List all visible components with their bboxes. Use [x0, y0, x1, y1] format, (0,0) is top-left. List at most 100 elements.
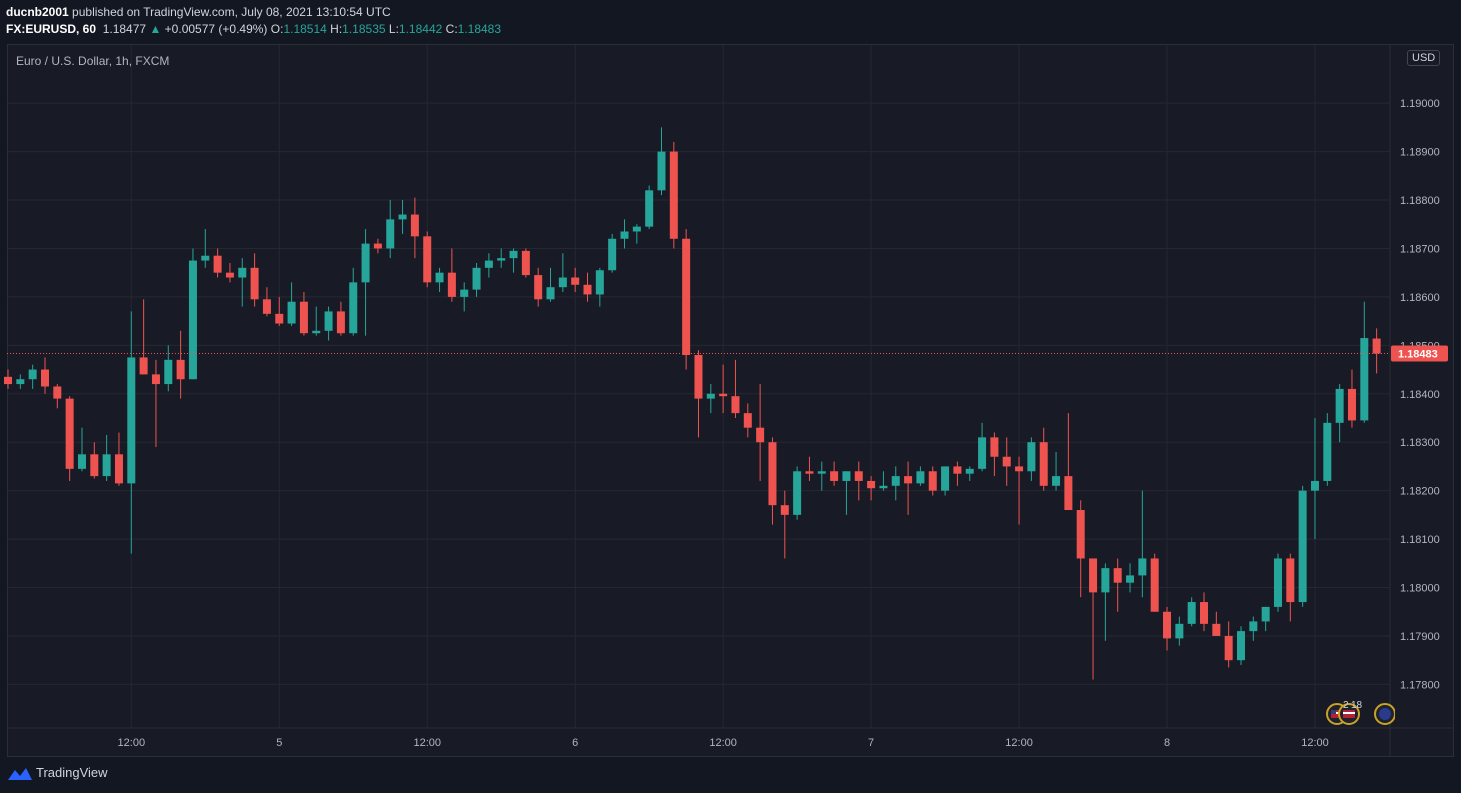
candle — [65, 396, 74, 481]
candle — [324, 306, 333, 341]
candle-body — [16, 379, 25, 385]
candle — [891, 466, 900, 501]
candle-body — [706, 393, 715, 399]
tradingview-logo-icon — [8, 767, 32, 780]
candle — [941, 466, 950, 496]
economic-events[interactable]: 2 18 — [1325, 700, 1396, 729]
candle — [127, 311, 136, 554]
candle — [879, 471, 888, 491]
candle — [4, 369, 12, 389]
candle-body — [90, 454, 99, 477]
tradingview-brand[interactable]: TradingView — [8, 765, 108, 780]
candle — [1323, 413, 1332, 486]
candle-body — [40, 369, 49, 387]
candle-body — [176, 359, 185, 380]
currency-button[interactable]: USD — [1407, 50, 1441, 66]
candle-body — [250, 267, 259, 300]
candle-body — [1089, 558, 1098, 593]
x-tick-label: 12:00 — [1301, 737, 1329, 749]
candle-body — [978, 437, 987, 469]
open-label: O: — [270, 22, 284, 36]
candle-body — [201, 255, 210, 261]
candle — [965, 466, 974, 481]
candle-body — [1052, 476, 1061, 486]
price-change: +0.00577 (+0.49%) — [164, 22, 268, 36]
candle-body — [1360, 338, 1369, 421]
candle — [842, 471, 851, 515]
chart-pane[interactable] — [7, 44, 1454, 757]
high-label: H: — [330, 22, 343, 36]
candle — [386, 200, 395, 259]
candle — [719, 364, 728, 414]
candle-body — [509, 250, 518, 259]
y-tick-label: 1.18100 — [1400, 534, 1440, 546]
candle-body — [373, 243, 382, 249]
candle — [262, 287, 271, 317]
candle-body — [731, 396, 740, 414]
candle-body — [275, 313, 284, 324]
candle-body — [213, 255, 222, 273]
candle-body — [324, 311, 333, 331]
candle-body — [669, 151, 678, 239]
candle-body — [632, 226, 641, 232]
y-tick-label: 1.17800 — [1400, 679, 1440, 691]
candle-body — [435, 272, 444, 283]
candle-body — [1150, 558, 1159, 612]
candle — [188, 248, 197, 380]
candle — [854, 461, 863, 501]
y-tick-label: 1.18700 — [1400, 243, 1440, 255]
candle-body — [1335, 388, 1344, 423]
candle — [472, 262, 481, 297]
candle-body — [657, 151, 666, 191]
candle-body — [460, 289, 469, 297]
candle — [1150, 553, 1159, 612]
candle — [275, 296, 284, 326]
candle — [250, 253, 259, 307]
candle-body — [447, 272, 456, 297]
symbol: FX:EURUSD, 60 — [6, 22, 97, 36]
candle — [731, 359, 740, 418]
candle-body — [102, 454, 111, 477]
candle-body — [349, 282, 358, 334]
candle-body — [1212, 623, 1221, 636]
candle-body — [164, 359, 173, 385]
candle — [1298, 485, 1307, 607]
x-tick-label: 8 — [1164, 737, 1170, 749]
candle — [299, 292, 308, 336]
chart-legend[interactable]: Euro / U.S. Dollar, 1h, FXCM — [16, 54, 170, 68]
candle — [28, 364, 37, 389]
x-tick-label: 7 — [868, 737, 874, 749]
published-text: published on TradingView.com, July 08, 2… — [72, 5, 391, 19]
candle-body — [743, 413, 752, 428]
y-tick-label: 1.18800 — [1400, 195, 1440, 207]
candle — [694, 350, 703, 438]
candle-body — [1273, 558, 1282, 607]
candle-body — [410, 214, 419, 237]
candle — [768, 437, 777, 525]
candle — [928, 466, 937, 496]
candle — [793, 466, 802, 520]
candle — [953, 461, 962, 486]
candle-body — [1015, 466, 1024, 472]
candle — [657, 127, 666, 196]
candle — [361, 229, 370, 336]
close-label: C: — [445, 22, 458, 36]
candle-body — [225, 272, 234, 278]
candle-body — [127, 357, 136, 484]
candle-body — [768, 442, 777, 506]
x-tick-label: 12:00 — [118, 737, 146, 749]
candle-body — [1310, 480, 1319, 491]
candle-body — [830, 471, 839, 481]
candle — [608, 233, 617, 273]
candle-body — [139, 357, 148, 375]
candle — [805, 456, 814, 481]
last-price-tag — [1391, 345, 1448, 362]
publisher-name[interactable]: ducnb2001 — [6, 5, 69, 19]
candle-body — [990, 437, 999, 457]
candle-body — [1372, 338, 1381, 354]
candle-body — [4, 376, 12, 385]
low-value: 1.18442 — [398, 22, 443, 36]
candle — [1286, 553, 1295, 622]
low-label: L: — [388, 22, 399, 36]
